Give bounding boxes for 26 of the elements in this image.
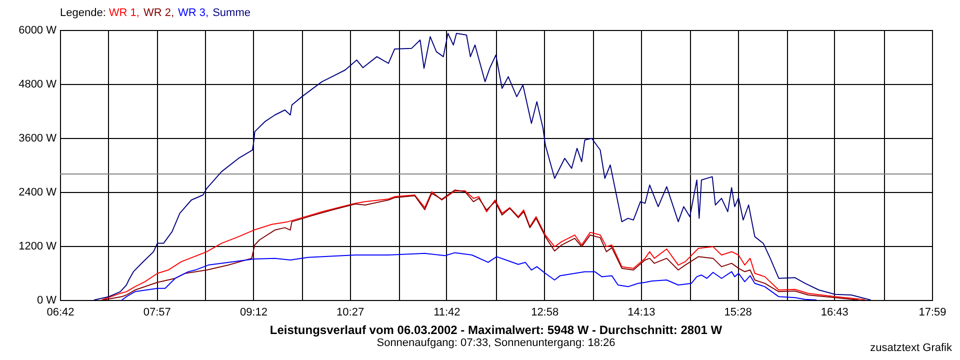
text: Leistungsverlauf vom 06.03.2002 - Maximalwert: 5948 W - Durchschnitt: 2801 W	[270, 323, 723, 337]
x-tick-label: 17:59	[918, 306, 946, 318]
line-series	[94, 32, 872, 300]
text: Sonnenaufgang: 07:33, Sonnenuntergang: 18:26	[376, 337, 616, 349]
x-tick-label: 10:27	[336, 306, 364, 318]
text: WR 1,	[108, 7, 140, 19]
y-tick-label: 3600 W	[18, 132, 58, 144]
y-tick-label: 4800 W	[18, 78, 58, 90]
text: WR 3,	[178, 7, 209, 19]
y-tick-label: 2400 W	[18, 186, 58, 198]
text: Summe	[212, 7, 250, 19]
x-tick-label: 09:12	[240, 306, 268, 318]
x-tick-label: 16:43	[820, 306, 848, 318]
legend-title: Legende:	[60, 7, 106, 19]
y-tick-label: 0 W	[36, 294, 58, 306]
text: WR 2,	[143, 7, 174, 19]
y-tick-label: 6000 W	[18, 24, 58, 36]
x-tick-label: 15:28	[724, 306, 752, 318]
y-tick-label: 1200 W	[18, 240, 58, 252]
text: zusatztext Grafik	[870, 342, 952, 354]
x-tick-label: 07:57	[143, 306, 171, 318]
x-tick-label: 11:42	[434, 306, 460, 318]
x-tick-label: 06:42	[46, 306, 74, 318]
x-tick-label: 12:58	[531, 306, 559, 318]
line-series	[121, 252, 818, 300]
x-tick-label: 14:13	[628, 306, 656, 318]
